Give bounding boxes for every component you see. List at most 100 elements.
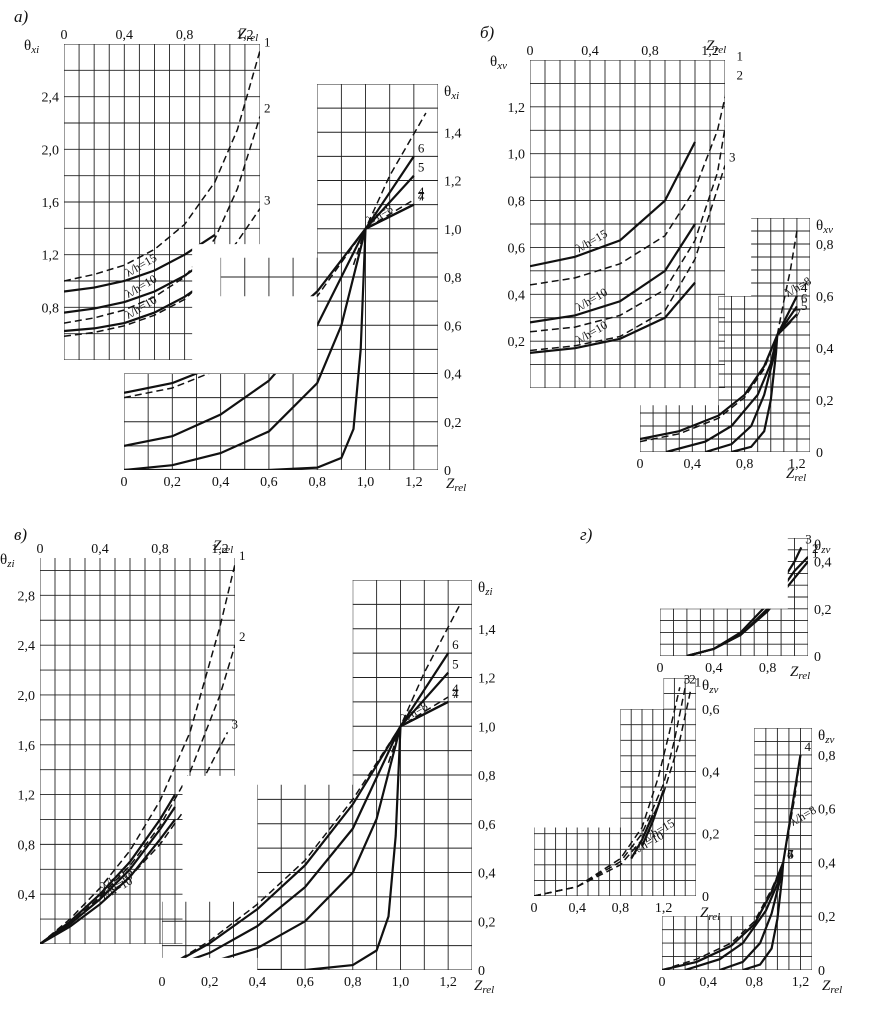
y-tick-label: 0,2 [508,335,526,350]
y-tick-label: 2,4 [18,639,36,654]
x-tick-label: 0,6 [296,975,314,990]
y-tick-label: 0 [818,964,825,979]
y-tick-label: 0,6 [816,290,834,305]
y-axis-label: θxi [444,84,459,102]
series-line-4 [742,862,785,970]
y-tick-label: 0,4 [18,888,36,903]
x-axis-label: Zrel [790,664,810,682]
y-tick-label: 0,2 [814,603,832,618]
series-line-1 [662,862,784,970]
y-axis-label: θxv [490,54,507,72]
x-axis-label: Zrel [700,905,720,923]
y-tick-label: 1,6 [42,196,60,211]
series-line-4 [64,253,216,314]
x-tick-label: 0 [657,661,664,676]
y-tick-label: 2,8 [18,589,36,604]
series-line-0 [124,203,415,394]
grid [162,580,472,970]
series-label: 7 [418,189,425,204]
y-tick-label: 0,8 [18,838,36,853]
series-group [534,687,692,896]
y-tick-label: 0,6 [444,319,462,334]
series-line-5 [40,818,176,944]
y-tick-label: 0,2 [816,394,834,409]
x-tick-label: 0,8 [736,457,754,472]
series-group [662,754,802,970]
x-tick-label: 1,2 [788,457,806,472]
series-line-1 [40,644,235,944]
y-tick-label: 1,2 [508,101,526,116]
x-tick-label: 1,2 [439,975,457,990]
series-label: 5 [787,846,794,861]
subplot-a-right: 44 5 6 7 λ/h=8 0 0,2 0,4 0,6 0,8 1,0 1,2 0 0,2 0,4 0,6 0… [121,84,466,494]
series-line-1 [124,199,415,399]
series-line-4 [162,700,449,970]
y-tick-label: 1,0 [478,720,496,735]
x-tick-label: 0 [121,475,128,490]
y-tick-label: 0,8 [816,238,834,253]
series-group [530,64,725,354]
series-label: 6 [418,140,425,155]
series-label: 3 [729,149,736,164]
series-line-1 [530,83,725,333]
x-tick-label: 0,4 [568,901,586,916]
y-tick-label: 0,4 [702,765,720,780]
series-group [64,50,260,338]
panel-label: г) [580,525,593,544]
series-label: 7 [452,686,459,701]
series-label: 2 [737,67,744,82]
series-line-5 [352,112,427,266]
series-label: 4 [418,184,425,199]
series-label: 6 [452,637,459,652]
series-line-5 [782,754,802,863]
y-tick-label: 0,6 [478,818,496,833]
y-axis-label: θxv [816,218,833,236]
x-tick-label: 0,4 [116,28,134,43]
y-axis-label: θzv [818,728,834,746]
y-tick-label: 0,2 [702,828,720,843]
x-tick-label: 0 [637,457,644,472]
y-tick-label: 0,4 [444,368,462,383]
series-label: 5 [418,160,425,175]
series-line-5 [387,604,461,764]
series-line-2 [686,546,803,656]
series-line-3 [64,233,216,293]
y-tick-label: 0,4 [818,856,836,871]
series-label: 1 [695,674,702,689]
series-group [686,546,808,656]
y-tick-label: 2,0 [18,689,36,704]
y-tick-label: 0,8 [444,271,462,286]
series-label: 4 [452,686,459,701]
series-line-3 [124,155,415,470]
series-line-5 [64,274,216,333]
series-line-0 [530,64,725,286]
y-tick-label: 0,2 [444,416,462,431]
series-label: 1 [812,546,819,561]
y-tick-label: 0,4 [508,288,526,303]
y-tick-label: 2,0 [42,143,60,158]
x-tick-label: 0,8 [151,542,169,557]
x-tick-label: 0,4 [581,44,599,59]
x-tick-label: 0,8 [176,28,194,43]
x-tick-label: 1,2 [701,44,719,59]
grid [534,678,696,896]
y-tick-label: 0 [478,964,485,979]
series-label: 4 [801,280,808,295]
series-label: λ/h=8 [399,699,430,725]
y-tick-label: 0,2 [478,915,496,930]
x-tick-label: 0,8 [746,975,764,990]
series-label: 2 [689,671,696,686]
x-tick-label: 1,2 [792,975,810,990]
grid [124,84,438,470]
y-tick-label: 1,2 [42,249,60,264]
panel-label: б) [480,23,495,42]
series-label: 1 [264,35,271,50]
series-label: 1 [737,49,744,64]
series-label: 5 [452,657,459,672]
series-line-1 [686,556,808,656]
y-tick-label: 1,2 [444,175,462,190]
y-tick-label: 0,8 [508,195,526,210]
